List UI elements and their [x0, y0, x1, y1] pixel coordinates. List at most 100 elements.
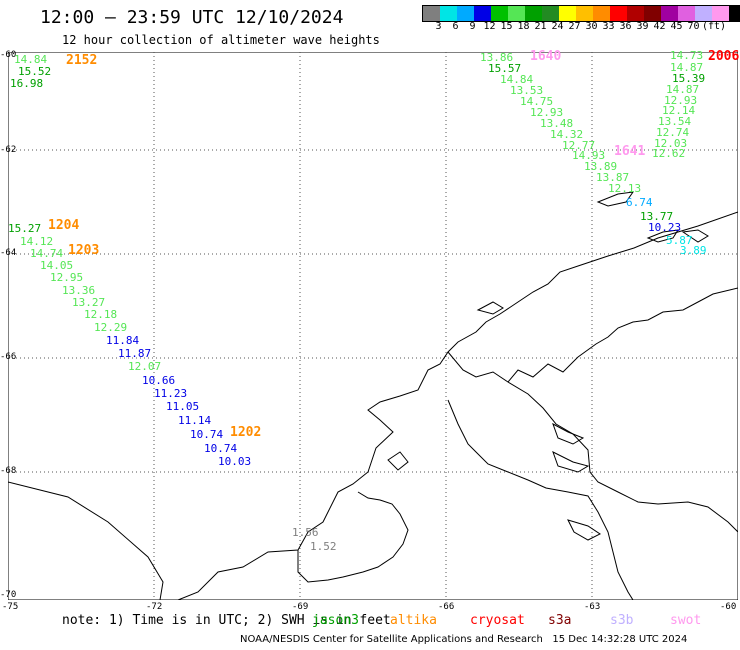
wave-height-label: 10.74 [204, 442, 238, 455]
color-swatch [593, 6, 610, 21]
color-scale-label: 70 [687, 21, 700, 32]
color-scale-label: 21 [534, 21, 547, 32]
wave-height-color-scale [422, 5, 740, 22]
color-scale-label: 24 [551, 21, 564, 32]
wave-height-label: 13.48 [540, 117, 574, 130]
color-scale-label: 36 [619, 21, 632, 32]
map-title: 12:00 – 23:59 UTC 12/10/2024 [40, 7, 344, 28]
coastline-bays [447, 287, 739, 383]
pass-time-label: 2006 [708, 49, 740, 64]
color-scale-label: 45 [670, 21, 683, 32]
color-swatch [678, 6, 695, 21]
wave-height-label: 1.56 [292, 526, 319, 539]
color-scale-label: 18 [517, 21, 530, 32]
island-3 [681, 229, 709, 243]
antarctic-peninsula-coastline [7, 191, 739, 601]
wave-height-label: 13.54 [658, 115, 692, 128]
wave-height-label: 14.05 [40, 259, 74, 272]
satellite-legend-item: jason3 [312, 613, 359, 628]
latitude-label: -68 [0, 466, 17, 476]
satellite-legend-item: swot [670, 613, 702, 628]
wave-height-label: 13.77 [640, 210, 674, 223]
color-scale-label: 15 [500, 21, 513, 32]
color-scale-label: 9 [469, 21, 476, 32]
footer-credit: NOAA/NESDIS Center for Satellite Applica… [240, 634, 688, 645]
map-canvas [7, 51, 739, 601]
island-1 [596, 191, 635, 207]
satellite-legend-item: s3b [610, 613, 634, 628]
latitude-label: -60 [0, 50, 17, 60]
wave-height-label: 3.89 [680, 244, 707, 257]
color-scale-label: 6 [452, 21, 459, 32]
color-scale-label: 12 [483, 21, 496, 32]
color-swatch [712, 6, 729, 21]
wave-height-label: 10.66 [142, 374, 176, 387]
wave-height-label: 10.74 [190, 428, 224, 441]
color-swatch [491, 6, 508, 21]
coastline-east [507, 381, 739, 533]
color-scale-label: 33 [602, 21, 615, 32]
wave-height-label: 14.74 [30, 247, 64, 260]
island-2 [646, 229, 679, 243]
color-swatch [525, 6, 542, 21]
pass-time-label: 1204 [48, 218, 80, 233]
latitude-label: -70 [0, 590, 17, 600]
wave-height-label: 11.14 [178, 414, 212, 427]
wave-height-label: 13.36 [62, 284, 96, 297]
wave-height-label: 13.27 [72, 296, 106, 309]
wave-height-label: 10.03 [218, 455, 252, 468]
longitude-label: -63 [584, 602, 601, 612]
satellite-legend-item: cryosat [470, 613, 525, 628]
color-scale-label: 42 [653, 21, 666, 32]
wave-height-label: 15.27 [8, 222, 42, 235]
color-swatch [644, 6, 661, 21]
latitude-label: -66 [0, 352, 17, 362]
color-swatch [729, 6, 740, 21]
wave-height-label: 1.52 [310, 540, 337, 553]
wave-height-label: 13.87 [596, 171, 630, 184]
longitude-label: -66 [438, 602, 455, 612]
wave-height-label: 12.95 [50, 271, 84, 284]
color-swatch [627, 6, 644, 21]
wave-height-label: 12.29 [94, 321, 128, 334]
color-swatch [457, 6, 474, 21]
wave-height-label: 14.84 [500, 73, 534, 86]
wave-height-label: 14.87 [666, 83, 700, 96]
wave-height-label: 10.23 [648, 221, 682, 234]
color-scale-label: 30 [585, 21, 598, 32]
wave-height-label: 14.32 [550, 128, 584, 141]
color-scale-label: 39 [636, 21, 649, 32]
color-swatch [661, 6, 678, 21]
wave-height-label: 14.84 [14, 53, 48, 66]
wave-height-label: 14.12 [20, 235, 54, 248]
pass-time-label: 1641 [614, 144, 646, 159]
wave-height-label: 12.93 [530, 106, 564, 119]
island-7 [567, 519, 601, 541]
color-swatch [576, 6, 593, 21]
pass-time-label: 1640 [530, 49, 562, 64]
wave-height-label: 12.77 [562, 139, 596, 152]
wave-height-label: 16.98 [10, 77, 44, 90]
longitude-label: -72 [146, 602, 163, 612]
wave-height-label: 15.52 [18, 65, 52, 78]
color-swatch [474, 6, 491, 21]
alexander-island [297, 491, 409, 583]
color-swatch [542, 6, 559, 21]
satellite-legend-item: s3a [548, 613, 572, 628]
latitude-label: -64 [0, 248, 17, 258]
satellite-legend-item: altika [390, 613, 437, 628]
color-swatch [559, 6, 576, 21]
wave-height-label: 14.73 [670, 49, 704, 62]
color-swatch [610, 6, 627, 21]
graticule [8, 52, 738, 600]
wave-height-label: 13.86 [480, 51, 514, 64]
wave-height-label: 14.75 [520, 95, 554, 108]
wave-height-label: 12.07 [128, 360, 162, 373]
color-scale-label: (ft) [702, 21, 727, 32]
wave-height-label: 5.87 [666, 234, 693, 247]
color-scale-label: 3 [435, 21, 442, 32]
wave-height-label: 11.84 [106, 334, 140, 347]
wave-height-label: 14.93 [572, 149, 606, 162]
island-8 [387, 451, 409, 471]
wave-height-label: 11.23 [154, 387, 188, 400]
